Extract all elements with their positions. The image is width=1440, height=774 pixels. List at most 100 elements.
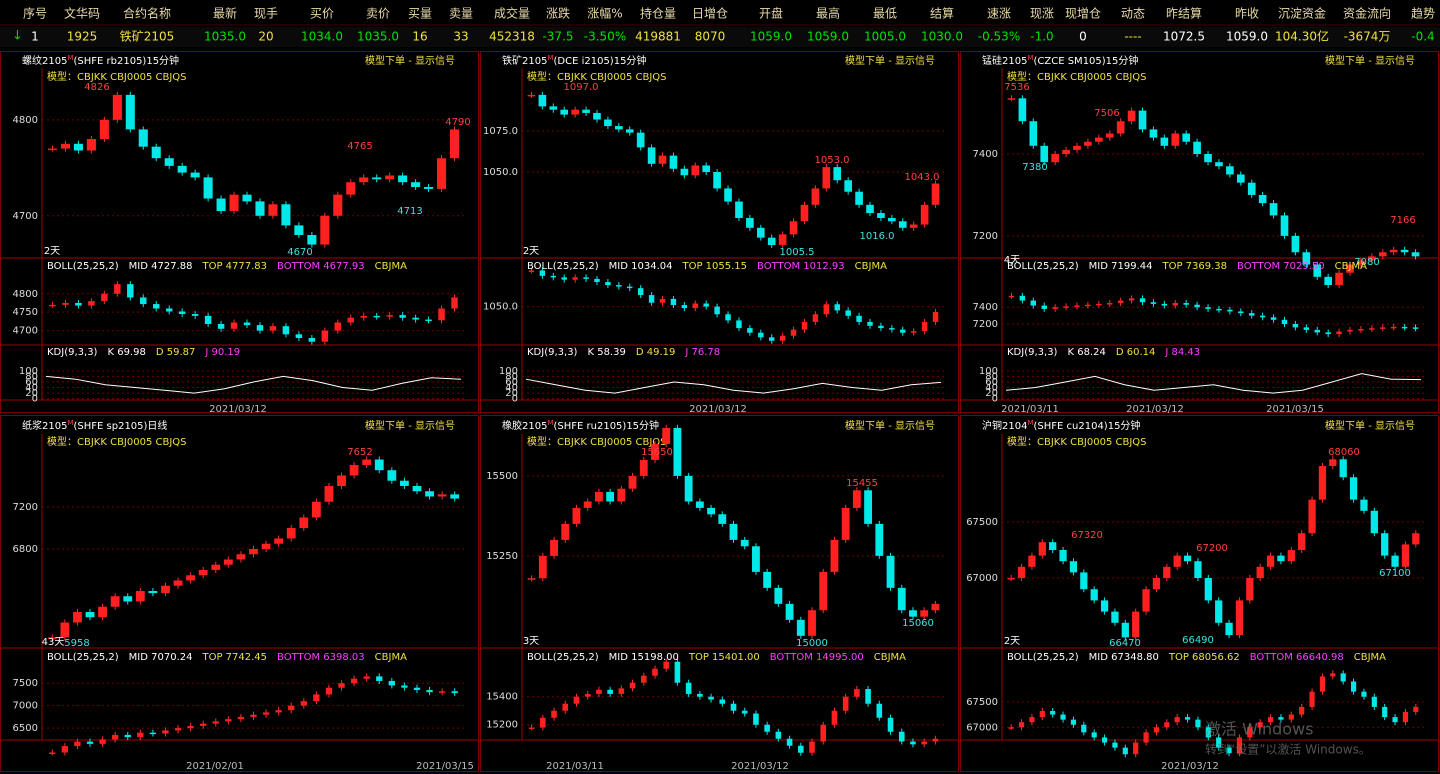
candle: [708, 696, 714, 700]
readout-item: BOLL(25,25,2): [1007, 652, 1079, 663]
column-header[interactable]: 文华码: [64, 6, 100, 21]
column-header[interactable]: 现涨: [1030, 6, 1054, 21]
column-header[interactable]: 合约名称: [123, 6, 171, 21]
column-header[interactable]: 最低: [873, 7, 897, 21]
candle: [887, 717, 894, 732]
signal-link[interactable]: 模型下单 - 显示信号: [365, 419, 455, 432]
candle: [262, 712, 270, 715]
candle: [920, 204, 929, 225]
candle: [842, 696, 849, 711]
model-label: 模型：CBJKK CBJ0005 CBJQS: [527, 70, 667, 83]
candle: [527, 578, 536, 580]
candle: [1205, 307, 1211, 309]
panel-title[interactable]: 铁矿2105M(DCE i2105)15分钟: [502, 54, 646, 67]
column-header[interactable]: 序号: [23, 6, 47, 21]
panel-border: [0, 51, 479, 413]
column-header[interactable]: 最高: [816, 6, 840, 21]
candle: [1160, 137, 1169, 146]
signal-link[interactable]: 模型下单 - 显示信号: [365, 54, 455, 67]
column-header[interactable]: 开盘: [759, 6, 783, 21]
column-header[interactable]: 趋势: [1411, 7, 1435, 21]
candle: [99, 119, 109, 140]
price-annotation: 2天: [44, 246, 60, 257]
signal-link[interactable]: 模型下单 - 显示信号: [1325, 54, 1415, 67]
candle: [1183, 303, 1189, 305]
candle: [669, 155, 678, 169]
candle: [1195, 719, 1201, 728]
candle: [1319, 676, 1326, 692]
column-header[interactable]: 速涨: [987, 6, 1011, 21]
price-annotation: 2天: [1004, 636, 1020, 647]
contract-name: 锰硅2105: [982, 54, 1027, 67]
column-header[interactable]: 日增仓: [692, 7, 728, 21]
column-header[interactable]: 沉淀资金: [1278, 6, 1326, 21]
y-tick-label: 0: [32, 394, 38, 405]
cell: 16: [412, 30, 427, 44]
signal-link[interactable]: 模型下单 - 显示信号: [1325, 419, 1415, 432]
candle: [607, 689, 613, 694]
model-label: 模型：CBJKK CBJ0005 CBJQS: [47, 70, 187, 83]
candle: [878, 325, 884, 329]
panel-title[interactable]: 橡胶2105M(SHFE ru2105)15分钟: [502, 419, 659, 432]
signal-link[interactable]: 模型下单 - 显示信号: [845, 54, 935, 67]
column-header[interactable]: 资金流向: [1343, 6, 1391, 21]
candle: [204, 315, 212, 324]
column-header[interactable]: 卖价: [366, 7, 390, 21]
panel-title[interactable]: 螺纹2105M(SHFE rb2105)15分钟: [22, 54, 179, 67]
candle: [125, 94, 135, 130]
candle: [255, 201, 265, 216]
column-header[interactable]: 现增仓: [1065, 7, 1101, 21]
column-header[interactable]: 持仓量: [640, 6, 676, 21]
price-annotation: 68060: [1328, 447, 1360, 458]
y-tick-label: 20: [985, 388, 998, 399]
candle: [877, 213, 885, 218]
candle: [359, 177, 369, 183]
y-tick-label: 1050.0: [483, 167, 518, 178]
candle: [1226, 166, 1234, 175]
candle: [174, 728, 182, 731]
candle: [730, 703, 737, 711]
candle: [551, 710, 557, 718]
candle: [1340, 673, 1346, 682]
price-annotation: 43天: [42, 637, 65, 648]
candle: [307, 234, 317, 245]
candle: [763, 571, 772, 588]
column-header[interactable]: 买价: [310, 7, 334, 21]
column-header[interactable]: 卖量: [449, 7, 473, 21]
candle: [385, 175, 395, 180]
panel-title[interactable]: 沪铜2104M(SHFE cu2104)15分钟: [982, 419, 1140, 432]
column-header[interactable]: 最新: [213, 6, 237, 21]
candle: [561, 277, 567, 280]
column-header[interactable]: 现手: [254, 7, 278, 21]
column-header[interactable]: 结算: [930, 6, 954, 21]
column-header[interactable]: 动态: [1121, 7, 1145, 21]
y-tick-label: 100: [979, 366, 998, 377]
selected-row[interactable]: [0, 27, 1440, 47]
readout-item: D 60.14: [1116, 347, 1156, 358]
column-header[interactable]: 涨幅%: [587, 6, 622, 21]
candle: [1346, 264, 1354, 273]
candle: [888, 217, 896, 222]
candle: [616, 285, 622, 287]
column-header[interactable]: 成交量: [494, 6, 530, 21]
price-annotation: 1043.0: [905, 172, 940, 183]
panel-title[interactable]: 纸浆2105M(SHFE sp2105)日线: [22, 419, 167, 432]
column-header[interactable]: 昨结算: [1166, 6, 1202, 21]
price-annotation: 4670: [287, 247, 312, 258]
candle: [88, 301, 95, 306]
candle: [528, 727, 535, 730]
signal-link[interactable]: 模型下单 - 显示信号: [845, 419, 935, 432]
candle: [47, 637, 57, 639]
column-header[interactable]: 涨跌: [546, 6, 570, 21]
panel-title[interactable]: 锰硅2105M(CZCE SM105)15分钟: [982, 54, 1138, 67]
y-tick-label: 7200: [973, 319, 998, 330]
candle: [768, 337, 775, 341]
readout-item: J 76.78: [684, 347, 720, 358]
y-tick-label: 0: [992, 394, 998, 405]
candle: [1389, 249, 1398, 253]
column-header[interactable]: 买量: [408, 7, 432, 21]
candle: [820, 724, 827, 742]
candle: [604, 119, 612, 127]
readout-item: CBJMA: [375, 652, 407, 663]
column-header[interactable]: 昨收: [1235, 7, 1259, 21]
